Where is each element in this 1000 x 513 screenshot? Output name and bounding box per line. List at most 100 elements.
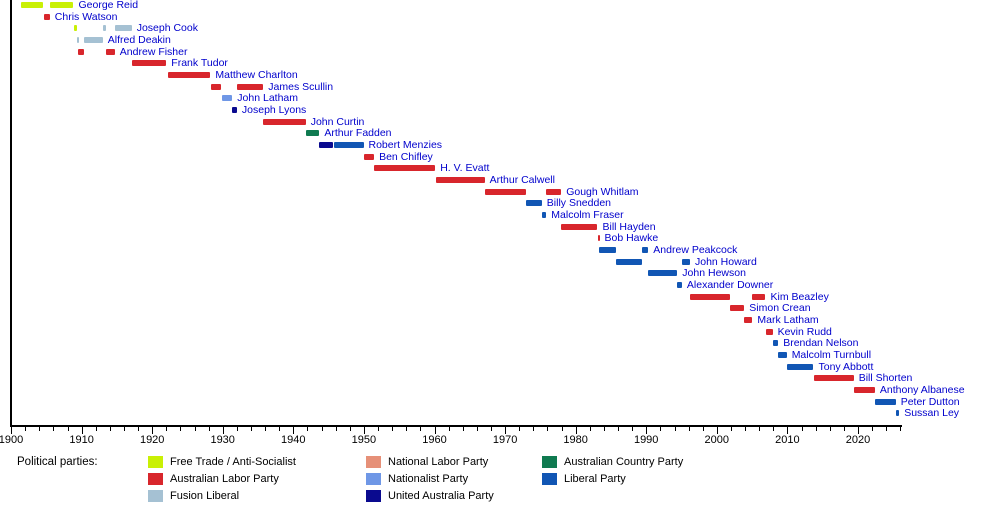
person-label: Simon Crean	[749, 302, 811, 315]
person-label: Bill Hayden	[602, 220, 656, 233]
minor-tick	[67, 426, 69, 431]
person-label: Brendan Nelson	[783, 337, 859, 350]
axis-tick-label: 1910	[69, 434, 94, 446]
major-tick	[646, 426, 648, 434]
major-tick	[434, 426, 436, 434]
minor-tick	[900, 426, 902, 431]
minor-tick	[815, 426, 817, 431]
minor-tick	[25, 426, 27, 431]
minor-tick	[490, 426, 492, 431]
party-label: Free Trade / Anti-Socialist	[170, 456, 296, 468]
major-tick	[787, 426, 789, 434]
timeline-bar	[598, 246, 616, 253]
person-label: Anthony Albanese	[879, 383, 965, 396]
person-label: Joseph Cook	[136, 22, 198, 35]
person-label: Frank Tudor	[171, 57, 228, 70]
party-color-swatch	[366, 490, 381, 502]
axis-tick-label: 1980	[563, 434, 588, 446]
major-tick	[716, 426, 718, 434]
timeline-bar	[83, 37, 103, 43]
party-label: National Labor Party	[388, 456, 489, 468]
person-label: Arthur Calwell	[489, 173, 555, 186]
minor-tick	[53, 426, 55, 431]
timeline-bar	[77, 48, 84, 55]
person-label: Arthur Fadden	[324, 127, 392, 140]
timeline-bar	[77, 37, 80, 43]
timeline-bar	[49, 2, 74, 8]
minor-tick	[265, 426, 267, 431]
minor-tick	[589, 426, 591, 431]
axis-tick-label: 1990	[633, 434, 659, 446]
axis-tick-label: 1930	[210, 434, 235, 446]
person-label: Andrew Fisher	[119, 45, 188, 58]
major-tick	[11, 426, 12, 434]
person-label: Joseph Lyons	[241, 104, 307, 116]
minor-tick	[321, 426, 323, 431]
person-label: Sussan Ley	[904, 407, 960, 420]
party-color-swatch	[542, 473, 557, 485]
major-tick	[152, 426, 154, 434]
minor-tick	[180, 426, 182, 431]
minor-tick	[378, 426, 379, 431]
minor-tick	[138, 426, 139, 431]
person-label: Bob Hawke	[604, 232, 659, 245]
minor-tick	[307, 426, 309, 431]
axis-tick-label: 2000	[704, 434, 730, 446]
minor-tick	[618, 426, 619, 431]
legend-title: Political parties:	[17, 456, 98, 468]
minor-tick	[603, 426, 605, 431]
timeline-bar	[374, 165, 436, 172]
person-label: Ben Chifley	[379, 150, 433, 163]
minor-tick	[801, 426, 803, 431]
person-label: Malcolm Turnbull	[791, 348, 872, 361]
timeline-bar	[813, 375, 854, 382]
timeline-bar	[744, 316, 753, 323]
person-label: Chris Watson	[54, 10, 118, 23]
timeline-bar	[363, 153, 375, 160]
minor-tick	[476, 426, 478, 431]
party-color-swatch	[148, 456, 163, 468]
timeline-bar	[20, 2, 44, 8]
timeline-bar	[263, 118, 306, 125]
timeline-bar	[131, 60, 167, 67]
minor-tick	[349, 426, 351, 431]
person-label: Kevin Rudd	[777, 325, 832, 338]
minor-tick	[279, 426, 281, 431]
party-label: United Australia Party	[388, 490, 494, 502]
person-label: John Howard	[695, 255, 757, 268]
person-label: Kim Beazley	[770, 290, 829, 303]
timeline-bar	[435, 176, 485, 183]
major-tick	[222, 426, 224, 434]
person-label: George Reid	[78, 0, 139, 11]
minor-tick	[533, 426, 535, 431]
party-color-swatch	[148, 490, 163, 502]
timeline-bar	[167, 72, 211, 78]
person-label: Matthew Charlton	[215, 69, 298, 81]
major-tick	[505, 426, 507, 434]
person-label: Billy Snedden	[546, 197, 612, 210]
y-axis-line	[10, 0, 12, 425]
x-axis-line	[10, 425, 903, 427]
minor-tick	[166, 426, 168, 431]
minor-tick	[688, 426, 690, 431]
minor-tick	[773, 426, 775, 431]
minor-tick	[236, 426, 238, 431]
person-label: Robert Menzies	[368, 138, 443, 151]
person-label: John Curtin	[310, 115, 365, 128]
party-color-swatch	[366, 473, 381, 485]
person-label: Peter Dutton	[900, 395, 960, 408]
timeline-bar	[778, 351, 787, 358]
timeline-bar	[597, 235, 600, 242]
party-label: Liberal Party	[564, 473, 626, 485]
minor-tick	[392, 426, 394, 431]
minor-tick	[95, 426, 97, 431]
timeline-bar	[237, 83, 264, 90]
person-label: Gough Whitlam	[566, 185, 639, 198]
major-tick	[575, 426, 577, 434]
timeline-bar	[305, 130, 320, 137]
timeline-bar	[43, 13, 50, 20]
party-label: Australian Labor Party	[170, 473, 279, 485]
axis-tick-label: 1950	[351, 434, 377, 446]
minor-tick	[251, 426, 252, 431]
timeline-bar	[484, 188, 526, 195]
